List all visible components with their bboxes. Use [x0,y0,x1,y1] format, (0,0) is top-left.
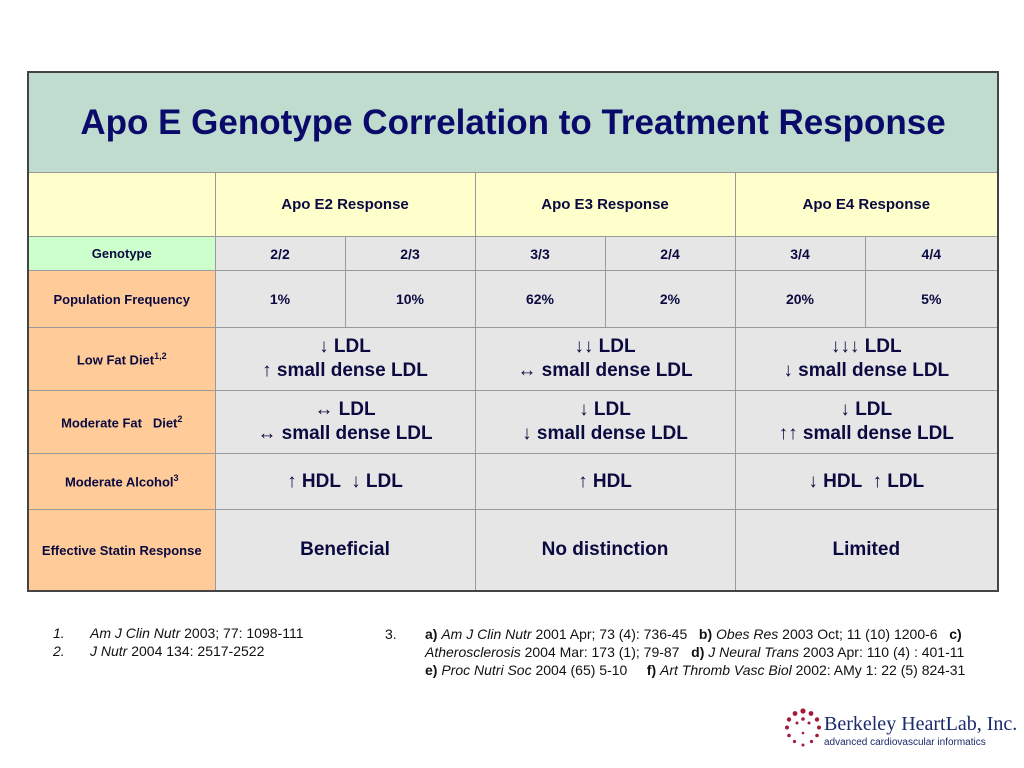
genotype-label: Genotype [27,236,216,271]
reference-3-number: 3. [385,626,397,642]
header-e3: Apo E3 Response [474,172,736,237]
cell-e2-alcohol: ↑ HDL ↓ LDL [214,453,476,510]
company-logo: Berkeley HeartLab, Inc. advanced cardiov… [784,707,1017,755]
genotype-cell: 2/4 [604,236,736,271]
population-cell: 1% [214,270,346,328]
logo-name: Berkeley HeartLab, Inc. [824,713,1018,735]
apoe-table: Apo E Genotype Correlation to Treatment … [27,71,1000,592]
slide-title: Apo E Genotype Correlation to Treatment … [27,71,999,173]
cell-e3-moderate-fat: ↓ LDL ↓ small dense LDL [474,390,736,454]
cell-e2-statin: Beneficial [214,509,476,592]
population-cell: 10% [344,270,476,328]
genotype-cell: 2/2 [214,236,346,271]
header-blank [27,172,216,237]
cell-e4-low-fat: ↓↓↓ LDL ↓ small dense LDL [734,327,999,391]
cell-e4-alcohol: ↓ HDL ↑ LDL [734,453,999,510]
population-cell: 5% [864,270,999,328]
genotype-cell: 3/3 [474,236,606,271]
dot-ring-icon [785,708,821,747]
cell-e3-alcohol: ↑ HDL [474,453,736,510]
reference-3-body: a) Am J Clin Nutr 2001 Apr; 73 (4): 736-… [425,626,966,678]
reference-item: 1. Am J Clin Nutr 2003; 77: 1098-111 [53,625,304,641]
genotype-cell: 2/3 [344,236,476,271]
cell-e4-moderate-fat: ↓ LDL ↑↑ small dense LDL [734,390,999,454]
references-left: 1. Am J Clin Nutr 2003; 77: 1098-111 2. J … [53,624,304,660]
row-label-statin: Effective Statin Response [27,509,216,592]
cell-e2-moderate-fat: ↔ LDL ↔ small dense LDL [214,390,476,454]
cell-e3-statin: No distinction [474,509,736,592]
cell-e3-low-fat: ↓↓ LDL ↔ small dense LDL [474,327,736,391]
genotype-cell: 4/4 [864,236,999,271]
population-cell: 20% [734,270,866,328]
header-e4: Apo E4 Response [734,172,999,237]
population-label: Population Frequency [27,270,216,328]
row-label-moderate-alcohol: Moderate Alcohol3 [27,453,216,510]
reference-item: 2. J Nutr 2004 134: 2517-2522 [53,643,265,659]
population-cell: 2% [604,270,736,328]
row-label-moderate-fat: Moderate Fat Diet2 [27,390,216,454]
logo-tagline: advanced cardiovascular informatics [824,737,986,748]
population-cell: 62% [474,270,606,328]
cell-e2-low-fat: ↓ LDL ↑ small dense LDL [214,327,476,391]
cell-e4-statin: Limited [734,509,999,592]
genotype-cell: 3/4 [734,236,866,271]
header-e2: Apo E2 Response [214,172,476,237]
row-label-low-fat: Low Fat Diet1,2 [27,327,216,391]
